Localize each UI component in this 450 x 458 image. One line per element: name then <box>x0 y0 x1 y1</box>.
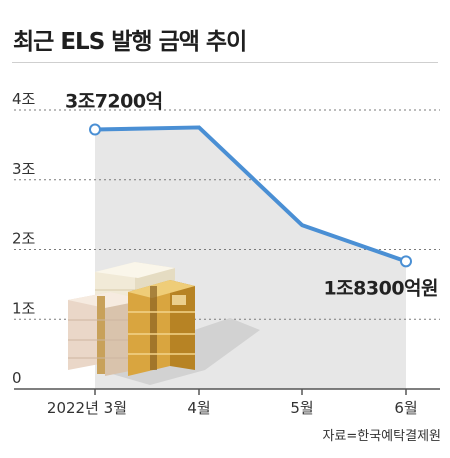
y-tick-label: 3조 <box>12 160 36 178</box>
x-tick-label: 4월 <box>187 399 210 417</box>
y-tick-label: 4조 <box>12 90 36 108</box>
data-point <box>89 123 101 136</box>
y-tick-label: 1조 <box>12 299 36 317</box>
data-label: 1조8300억원 <box>323 277 438 299</box>
x-tick-label: 5월 <box>290 399 313 417</box>
illustration-money-stacks <box>68 262 260 385</box>
axis-layer: 2022년 3월 4월 5월 6월 <box>14 388 440 417</box>
chart-title: 최근 ELS 발행 금액 추이 <box>13 29 247 55</box>
y-tick-label: 2조 <box>12 230 36 248</box>
title-divider <box>12 62 438 63</box>
series-line <box>93 125 408 264</box>
source-note: 자료=한국예탁결제원 <box>322 429 441 444</box>
data-point <box>400 255 412 268</box>
data-label: 3조7200억 <box>65 91 163 113</box>
y-tick-label: 0 <box>12 369 22 387</box>
series-line-layer: 3조7200억 1조8300억원 <box>65 91 439 300</box>
x-tick-label: 2022년 3월 <box>47 399 127 417</box>
x-tick-label: 6월 <box>394 399 417 417</box>
